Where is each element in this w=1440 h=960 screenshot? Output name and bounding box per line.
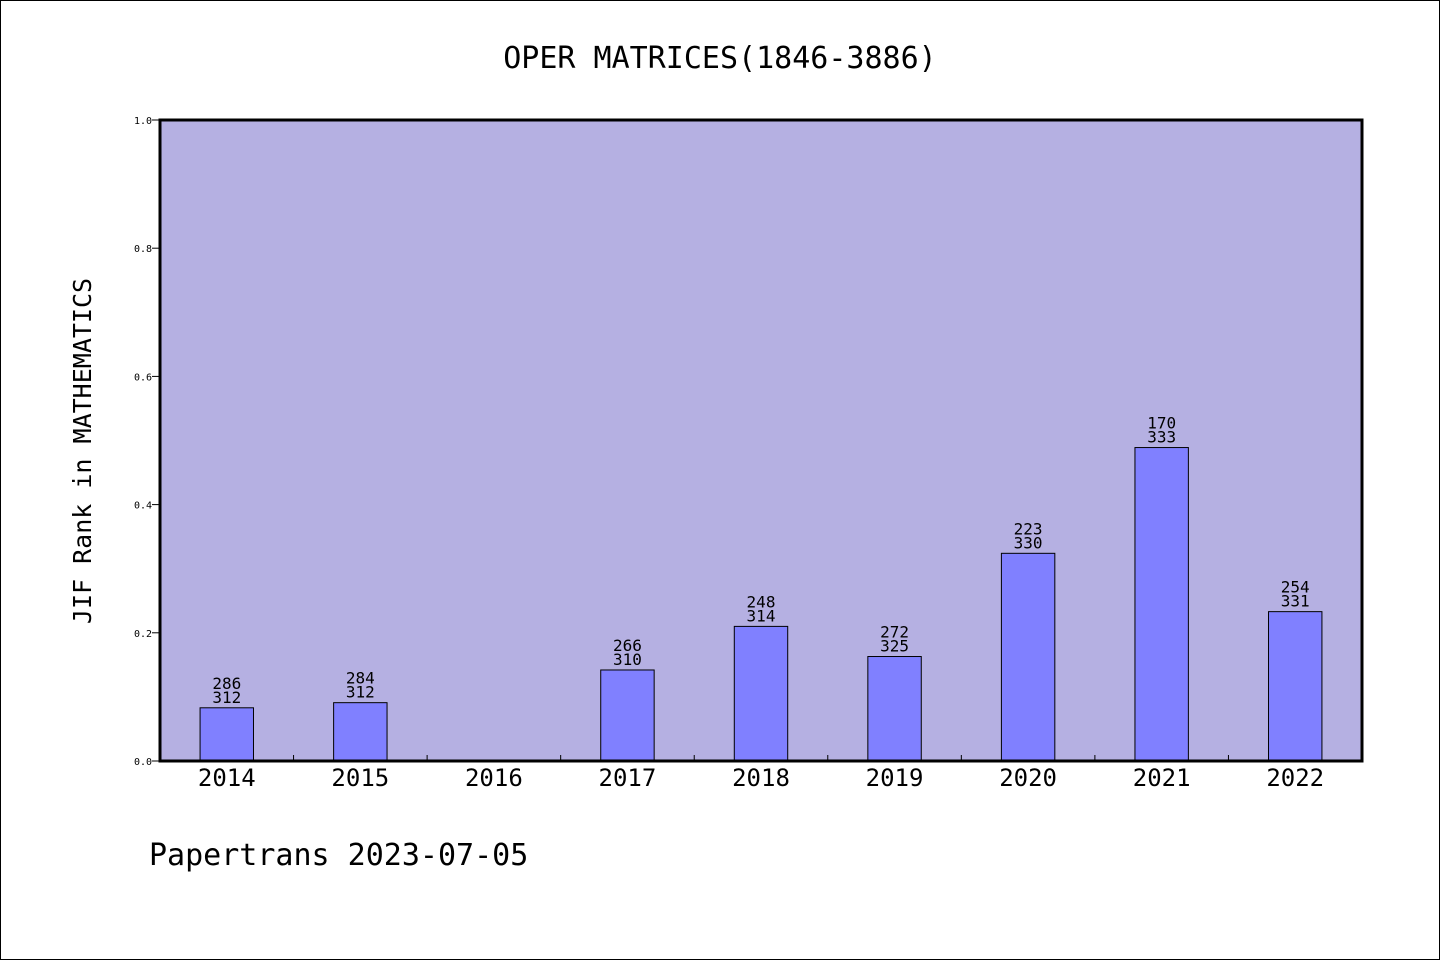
x-tick-label: 2015 [331,764,389,792]
x-tick-label: 2017 [599,764,657,792]
x-tick-label: 2016 [465,764,523,792]
x-tick-label: 2019 [866,764,924,792]
plot-border [158,118,1364,763]
y-axis-ticks: 0.0 0.2 0.4 0.6 0.8 1.0 [134,116,160,768]
y-tick-label: 1.0 [134,116,152,127]
bar-label-total: 312 [212,688,241,707]
x-tick-label: 2018 [732,764,790,792]
y-tick-label: 0.2 [134,629,152,640]
bar-label-rank: 248 [747,592,776,611]
y-tick-label: 0.8 [134,244,152,255]
chart-title: OPER MATRICES(1846-3886) [503,41,936,76]
bar-label-rank: 170 [1147,414,1176,433]
bar-label-total: 330 [1014,533,1043,552]
bar-label-total: 312 [346,683,375,702]
bar-2022 [1268,611,1323,762]
bar-label-rank: 266 [613,636,642,655]
y-tick-label: 0.6 [134,372,152,383]
bar-label-rank: 286 [212,674,241,693]
bar-2017 [600,669,655,762]
y-tick-label: 0.0 [134,757,152,768]
bar-2014 [199,707,254,762]
bar-2015 [333,702,388,762]
x-axis-ticks: 2014 2015 2016 2017 2018 2019 2020 2021 2022 [198,755,1324,792]
bar-label-total: 325 [880,637,909,656]
x-tick-label: 2022 [1266,764,1324,792]
bar-label-total: 310 [613,650,642,669]
y-tick-label: 0.4 [134,501,152,512]
bars-group [199,447,1323,762]
bar-2021 [1134,447,1189,762]
bar-2020 [1000,552,1056,762]
data-labels-group: 2863122843122663102483142723252233301703… [212,414,1309,707]
bar-2018 [733,625,789,762]
bar-2019 [867,656,922,762]
x-tick-label: 2020 [999,764,1057,792]
footer-credit: Papertrans 2023-07-05 [149,838,528,873]
x-tick-label: 2021 [1133,764,1191,792]
bar-label-total: 331 [1281,592,1310,611]
bar-label-rank: 284 [346,669,375,688]
y-axis-label: JIF Rank in MATHEMATICS [68,278,97,624]
bar-label-total: 314 [747,606,776,625]
bar-label-rank: 254 [1281,578,1310,597]
bar-label-total: 333 [1147,428,1176,447]
x-tick-label: 2014 [198,764,256,792]
bar-label-rank: 272 [880,623,909,642]
bar-label-rank: 223 [1014,519,1043,538]
